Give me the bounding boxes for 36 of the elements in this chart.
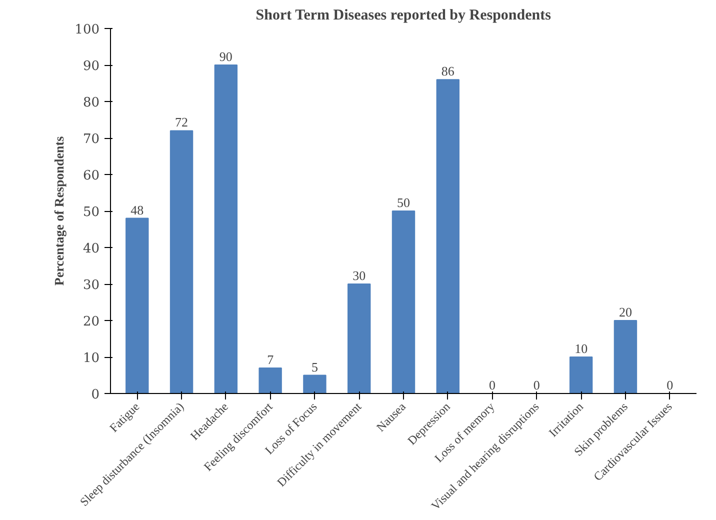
bar (348, 284, 371, 394)
bar (614, 320, 638, 394)
data-label: 5 (311, 359, 318, 374)
y-tick-label: 0 (91, 388, 100, 402)
y-tick-label: 10 (82, 351, 100, 366)
data-label: 86 (441, 64, 455, 79)
bar (303, 374, 326, 394)
data-label: 0 (489, 378, 496, 392)
y-tick-label: 20 (82, 314, 100, 330)
bar (126, 218, 149, 394)
bar (569, 356, 593, 394)
chart-title: Short Term Diseases reported by Respondents (256, 8, 552, 24)
data-label: 50 (397, 195, 410, 210)
y-tick-label: 80 (82, 96, 100, 110)
data-label: 90 (219, 49, 232, 64)
bar (392, 210, 416, 394)
data-label: 0 (533, 378, 540, 392)
bar (214, 64, 238, 394)
y-tick-label: 40 (82, 242, 100, 256)
data-label: 20 (618, 304, 632, 320)
y-tick-label: 70 (82, 132, 100, 147)
data-label: 0 (666, 378, 674, 392)
y-tick-label: 60 (82, 168, 100, 184)
y-tick-label: 30 (82, 278, 100, 293)
data-label: 7 (267, 352, 274, 367)
y-tick-label: 100 (74, 22, 100, 38)
bar (170, 130, 194, 394)
bar (436, 79, 460, 394)
bar (258, 367, 282, 394)
y-tick-label: 50 (82, 205, 100, 220)
data-label: 48 (130, 202, 144, 218)
y-tick-label: 90 (82, 59, 100, 74)
data-label: 72 (175, 114, 188, 130)
y-axis-title: Percentage of Respondents (52, 136, 67, 286)
data-label: 30 (352, 268, 366, 283)
data-label: 10 (574, 341, 588, 356)
